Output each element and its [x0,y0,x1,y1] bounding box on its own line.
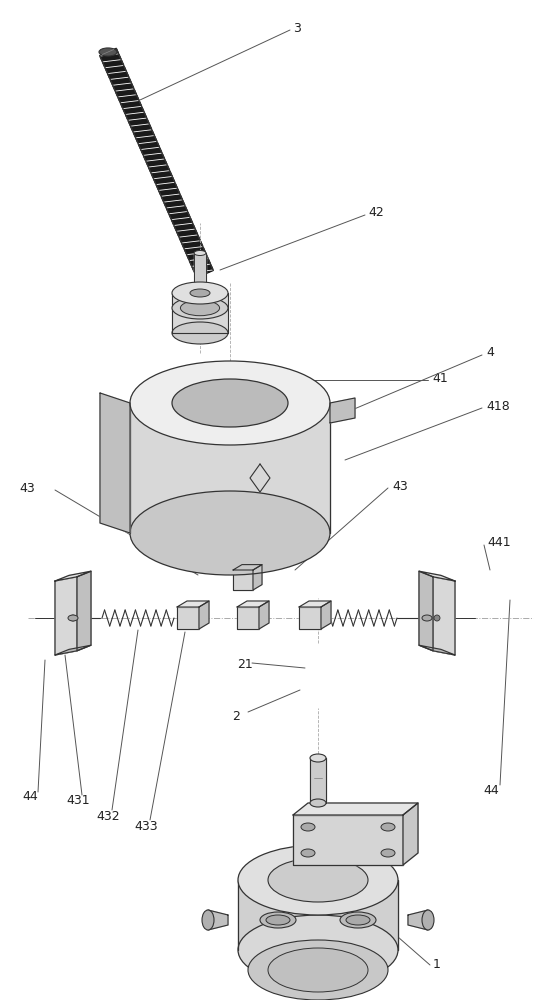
Ellipse shape [130,361,330,445]
Ellipse shape [70,615,76,621]
Ellipse shape [340,912,376,928]
Polygon shape [130,403,330,533]
Ellipse shape [238,845,398,915]
Polygon shape [310,758,326,803]
Text: 418: 418 [486,399,510,412]
Polygon shape [172,293,228,333]
Ellipse shape [381,823,395,831]
Polygon shape [233,570,253,590]
Polygon shape [419,571,455,581]
Text: 433: 433 [134,820,157,832]
Ellipse shape [248,940,388,1000]
Ellipse shape [180,300,220,316]
Text: 44: 44 [483,784,499,796]
Polygon shape [208,910,228,930]
Ellipse shape [238,915,398,985]
Ellipse shape [130,491,330,575]
Text: 42: 42 [368,207,384,220]
Text: 1: 1 [433,958,441,972]
Polygon shape [299,607,321,629]
Polygon shape [321,601,331,629]
Ellipse shape [310,754,326,762]
Polygon shape [293,815,403,865]
Polygon shape [55,645,91,655]
Polygon shape [177,607,199,629]
Polygon shape [194,253,206,293]
Ellipse shape [172,379,288,427]
Ellipse shape [266,915,290,925]
Polygon shape [100,48,213,278]
Text: 441: 441 [487,536,511,548]
Polygon shape [238,880,398,950]
Polygon shape [199,601,209,629]
Text: 43: 43 [19,482,35,494]
Ellipse shape [202,910,214,930]
Text: 2: 2 [232,710,240,722]
Ellipse shape [422,910,434,930]
Text: 432: 432 [96,810,120,822]
Polygon shape [419,645,455,655]
Polygon shape [237,607,259,629]
Text: 44: 44 [22,790,38,802]
Polygon shape [403,803,418,865]
Polygon shape [55,577,77,655]
Polygon shape [408,910,428,930]
Polygon shape [259,601,269,629]
Polygon shape [419,571,433,651]
Ellipse shape [422,615,432,621]
Polygon shape [77,571,91,651]
Ellipse shape [190,289,210,297]
Ellipse shape [99,48,117,56]
Polygon shape [293,803,418,815]
Ellipse shape [346,915,370,925]
Ellipse shape [268,858,368,902]
Polygon shape [253,565,262,590]
Polygon shape [177,601,209,607]
Polygon shape [100,393,130,533]
Text: 43: 43 [392,480,408,492]
Ellipse shape [268,948,368,992]
Ellipse shape [68,615,78,621]
Text: 21: 21 [237,658,253,672]
Ellipse shape [260,912,296,928]
Polygon shape [433,577,455,655]
Ellipse shape [301,849,315,857]
Ellipse shape [194,250,206,255]
Polygon shape [237,601,269,607]
Polygon shape [330,398,355,423]
Ellipse shape [310,799,326,807]
Ellipse shape [301,823,315,831]
Ellipse shape [172,282,228,304]
Ellipse shape [434,615,440,621]
Ellipse shape [381,849,395,857]
Text: 4: 4 [486,347,494,360]
Text: 41: 41 [432,371,448,384]
Text: 431: 431 [66,794,90,806]
Text: 3: 3 [293,21,301,34]
Polygon shape [299,601,331,607]
Polygon shape [233,565,262,570]
Ellipse shape [172,322,228,344]
Polygon shape [55,571,91,581]
Ellipse shape [172,297,228,319]
